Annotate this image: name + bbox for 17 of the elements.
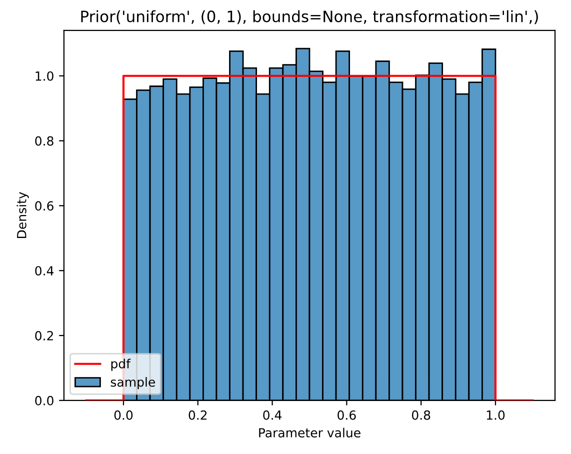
y-tick-label: 1.0	[36, 71, 54, 81]
x-tick-label: 0.4	[263, 410, 282, 420]
y-tick-label: 0.6	[35, 201, 54, 211]
x-tick-label: 0.0	[114, 410, 133, 420]
x-tick-label: 0.6	[338, 410, 356, 420]
x-axis-title: Parameter value	[259, 428, 360, 438]
x-tick-label: 0.8	[412, 410, 430, 420]
legend-label: sample	[110, 377, 155, 390]
legend-label: pdf	[111, 358, 131, 371]
y-tick-label: 0.8	[35, 136, 54, 146]
chart-title: Prior('uniform', (0, 1), bounds=None, transformation='lin',)	[81, 10, 538, 24]
y-tick-label: 0.0	[35, 396, 54, 406]
y-tick-label: 0.4	[35, 266, 54, 276]
x-tick-label: 0.2	[188, 410, 207, 420]
y-tick-label: 0.2	[35, 330, 53, 340]
x-tick-label: 1.0	[486, 410, 505, 420]
y-axis-title: Density	[16, 192, 29, 238]
